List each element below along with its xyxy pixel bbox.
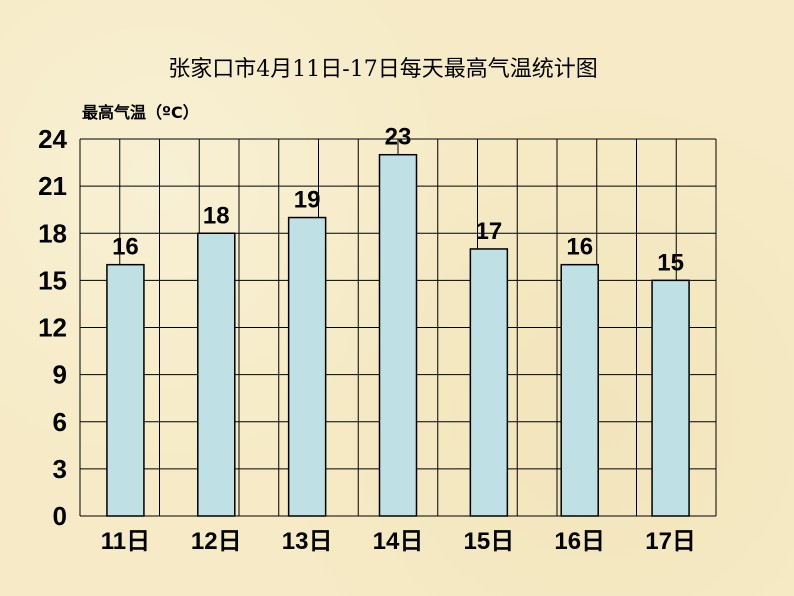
- bars: [106, 153, 690, 517]
- x-tick-label: 17日: [645, 528, 696, 555]
- y-tick-label: 21: [38, 171, 67, 201]
- data-label: 17: [476, 218, 503, 245]
- data-label: 16: [112, 234, 139, 261]
- y-tick-label: 12: [38, 313, 67, 343]
- chart-title: 张家口市4月11日-17日每天最高气温统计图: [168, 57, 597, 82]
- data-label: 19: [294, 187, 321, 214]
- x-tick-labels: 11日 12日 13日 14日 15日 16日 17日: [101, 528, 696, 555]
- bar: [197, 232, 236, 517]
- x-tick-label: 14日: [373, 528, 424, 555]
- y-tick-labels: 0 3 6 9 12 15 18 21 24: [38, 124, 67, 531]
- x-tick-label: 13日: [282, 528, 333, 555]
- y-tick-label: 24: [38, 124, 67, 154]
- y-tick-label: 0: [53, 501, 67, 531]
- y-tick-label: 18: [38, 218, 67, 248]
- bar: [469, 248, 509, 517]
- data-label: 15: [657, 249, 684, 276]
- bar: [378, 153, 418, 517]
- x-tick-label: 15日: [464, 528, 515, 555]
- data-label: 23: [385, 124, 412, 151]
- x-tick-label: 16日: [554, 528, 605, 555]
- y-tick-label: 15: [38, 265, 67, 295]
- data-label: 16: [566, 234, 593, 261]
- y-tick-label: 3: [53, 454, 67, 484]
- y-tick-label: 6: [53, 407, 67, 437]
- bar: [651, 279, 690, 517]
- bar: [106, 263, 145, 517]
- data-label: 18: [203, 202, 230, 229]
- data-labels: 16 18 19 23 17 16 15: [112, 124, 684, 277]
- y-tick-label: 9: [53, 360, 67, 390]
- bar: [287, 216, 327, 517]
- y-axis-label: 最高气温（ºC）: [82, 103, 199, 122]
- x-tick-label: 12日: [191, 528, 242, 555]
- bar: [560, 263, 599, 517]
- x-tick-label: 11日: [101, 528, 150, 555]
